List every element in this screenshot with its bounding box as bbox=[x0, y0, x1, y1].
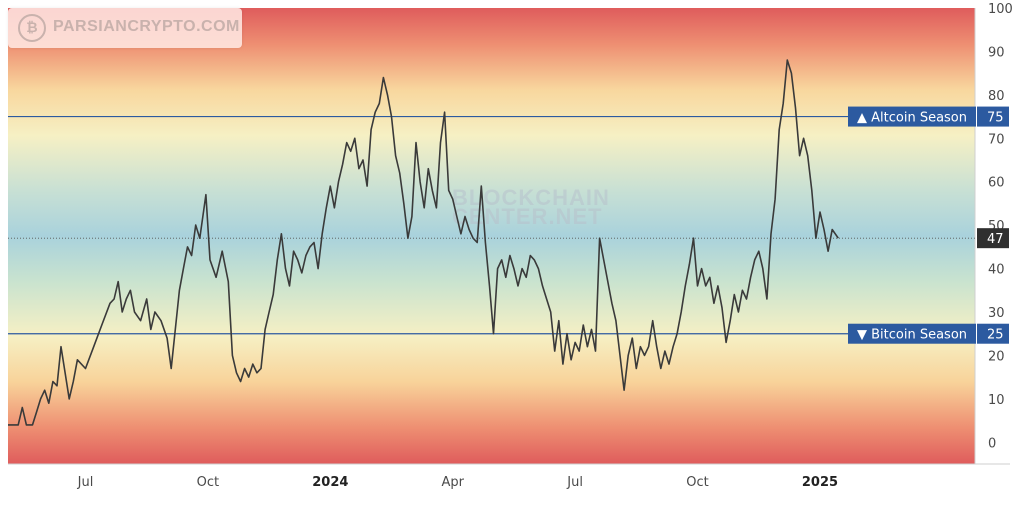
y-tick-label: 10 bbox=[988, 393, 1005, 408]
y-tick-label: 90 bbox=[988, 45, 1005, 60]
current-value-badge bbox=[977, 228, 1009, 249]
reference-label-badge bbox=[848, 106, 976, 127]
current-value-text: 47 bbox=[987, 232, 1004, 247]
site-logo-watermark: ₿ PARSIANCRYPTO.COM bbox=[8, 8, 242, 48]
reference-lines bbox=[8, 115, 975, 335]
x-tick-label: Oct bbox=[686, 475, 708, 490]
y-tick-label: 70 bbox=[988, 132, 1005, 147]
y-tick-label: 100 bbox=[988, 2, 1013, 17]
logo-emblem-icon: ₿ bbox=[18, 14, 46, 42]
plot-background bbox=[8, 8, 975, 464]
x-tick-label: Jul bbox=[77, 475, 94, 490]
center-watermark: BLOCKCHAIN CENTER.NET bbox=[452, 185, 610, 229]
reference-label-text: ▼ Bitcoin Season bbox=[857, 328, 967, 343]
x-tick-label: 2025 bbox=[802, 475, 838, 490]
reference-value-badge bbox=[977, 106, 1009, 127]
reference-value-text: 75 bbox=[987, 111, 1004, 126]
watermark-line2: CENTER.NET bbox=[452, 204, 603, 229]
x-tick-label: Oct bbox=[197, 475, 219, 490]
y-tick-label: 40 bbox=[988, 263, 1005, 278]
reference-badges: ▲ Altcoin Season 75 ▼ Bitcoin Season 25 47 bbox=[848, 106, 1009, 344]
y-tick-label: 0 bbox=[988, 436, 996, 451]
series-layer bbox=[8, 59, 839, 426]
y-tick-label: 20 bbox=[988, 349, 1005, 364]
watermark-line1: BLOCKCHAIN bbox=[452, 185, 610, 210]
y-tick-label: 80 bbox=[988, 89, 1005, 104]
x-tick-label: Jul bbox=[566, 475, 583, 490]
reference-value-badge bbox=[977, 323, 1009, 344]
logo-text: PARSIANCRYPTO.COM bbox=[53, 18, 240, 35]
x-tick-label: Apr bbox=[441, 475, 464, 490]
x-axis-ticks: Jul Oct 2024 Apr Jul Oct 2025 bbox=[77, 475, 838, 490]
altcoin-index-line bbox=[8, 59, 839, 426]
y-tick-label: 30 bbox=[988, 306, 1005, 321]
y-tick-label: 60 bbox=[988, 176, 1005, 191]
reference-label-badge bbox=[848, 323, 976, 344]
x-tick-label: 2024 bbox=[312, 475, 348, 490]
reference-value-text: 25 bbox=[987, 328, 1004, 343]
reference-label-text: ▲ Altcoin Season bbox=[857, 111, 967, 126]
